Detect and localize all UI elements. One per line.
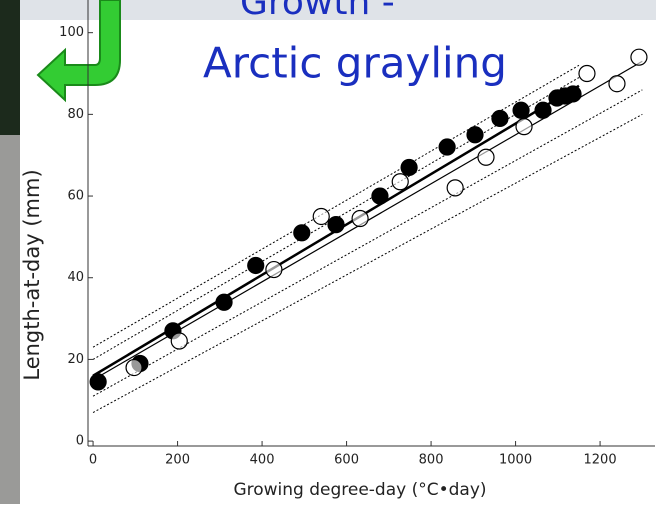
open-point (126, 360, 142, 376)
filled-point (467, 127, 483, 143)
open-point (266, 262, 282, 278)
filled-point (401, 159, 417, 175)
y-tick-label: 20 (67, 352, 84, 367)
open-point (171, 333, 187, 349)
filled-point (90, 374, 106, 390)
open-point (516, 119, 532, 135)
open-point (352, 211, 368, 227)
x-tick-label: 1000 (499, 453, 532, 468)
y-tick-label: 100 (59, 25, 84, 40)
filled-point (535, 102, 551, 118)
open-point (579, 66, 595, 82)
open-point (478, 149, 494, 165)
x-tick-label: 1200 (584, 453, 617, 468)
y-tick-label: 80 (67, 107, 84, 122)
x-tick-label: 200 (165, 453, 190, 468)
slide: Growth - Arctic grayling Growing degree-… (0, 0, 656, 504)
filled-point (328, 217, 344, 233)
chart-subtitle: Arctic grayling (203, 39, 507, 88)
filled-point (439, 139, 455, 155)
filled-point (565, 86, 581, 102)
filled-point (492, 110, 508, 126)
open-point (631, 49, 647, 65)
y-axis-label: Length-at-day (mm) (20, 169, 44, 380)
chart-title: Growth - (240, 0, 395, 23)
side-image (0, 0, 20, 135)
x-tick-label: 600 (334, 453, 359, 468)
open-point (609, 76, 625, 92)
filled-point (216, 294, 232, 310)
open-point (313, 208, 329, 224)
y-tick-label: 40 (67, 270, 84, 285)
open-point (447, 180, 463, 196)
filled-point (513, 102, 529, 118)
x-tick-label: 800 (419, 453, 444, 468)
filled-point (372, 188, 388, 204)
filled-point (248, 257, 264, 273)
y-tick-label: 0 (76, 434, 84, 449)
filled-point (294, 225, 310, 241)
x-tick-label: 400 (250, 453, 275, 468)
x-tick-label: 0 (89, 453, 97, 468)
y-tick-label: 60 (67, 189, 84, 204)
open-point (392, 174, 408, 190)
x-axis-label: Growing degree-day (°C•day) (233, 480, 486, 500)
